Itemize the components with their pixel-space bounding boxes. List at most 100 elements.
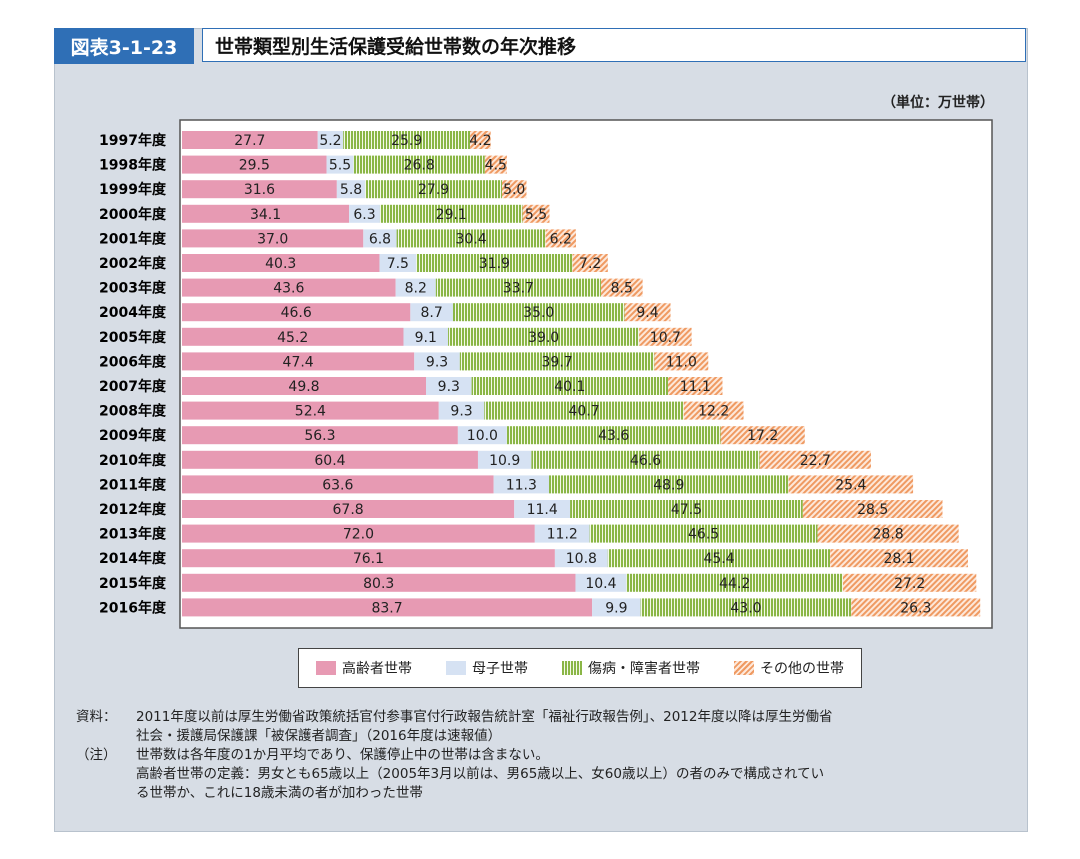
value-label: 31.9: [479, 256, 510, 272]
bar-segment-sick-disabled: [640, 598, 852, 617]
value-label: 17.2: [747, 428, 778, 444]
value-label: 47.5: [671, 502, 702, 518]
bar-segment-elderly: [182, 180, 337, 199]
legend-swatch-single-mother: [446, 661, 466, 675]
value-label: 9.3: [438, 379, 460, 395]
bar-segment-single-mother: [554, 549, 608, 568]
value-label: 4.5: [485, 158, 507, 174]
value-label: 6.3: [353, 207, 375, 223]
y-tick-label: 2003年度: [99, 280, 167, 297]
note-line-1: 世帯数は各年度の1か月平均であり、保護停止中の世帯は含まない。: [136, 747, 549, 763]
bar-segment-other: [522, 204, 550, 223]
y-tick-label: 2005年度: [99, 329, 167, 346]
bar-segment-elderly: [182, 303, 411, 322]
legend-label-sick-disabled: 傷病・障害者世帯: [588, 661, 700, 677]
value-label: 11.3: [506, 477, 537, 493]
value-label: 10.7: [650, 330, 681, 346]
value-label: 26.3: [900, 600, 931, 616]
value-label: 83.7: [371, 600, 402, 616]
value-label: 76.1: [353, 551, 384, 567]
value-label: 5.0: [503, 182, 525, 198]
bar-segment-single-mother: [336, 180, 366, 199]
value-label: 9.3: [450, 404, 472, 420]
value-label: 8.7: [421, 305, 443, 321]
bar-segment-sick-disabled: [452, 303, 625, 322]
bar-segment-single-mother: [426, 377, 472, 395]
legend-swatch-elderly: [316, 661, 336, 675]
bar-segment-sick-disabled: [484, 401, 684, 420]
value-label: 11.2: [547, 527, 578, 543]
y-tick-label: 2001年度: [99, 230, 167, 247]
legend-item-elderly: 高齢者世帯: [316, 658, 412, 678]
bar-segment-other: [668, 377, 723, 395]
bar-segment-sick-disabled: [416, 254, 573, 272]
bar-segment-other: [802, 500, 943, 518]
bar-segment-single-mother: [410, 303, 453, 322]
bar-segment-sick-disabled: [626, 573, 844, 592]
bar-segment-single-mother: [477, 450, 532, 469]
value-label: 67.8: [333, 502, 364, 518]
value-label: 39.0: [528, 330, 559, 346]
value-label: 7.5: [387, 256, 409, 272]
y-tick-label: 2007年度: [99, 378, 167, 395]
bar-segment-elderly: [182, 475, 494, 494]
value-label: 6.2: [550, 231, 572, 247]
bar-segment-other: [654, 352, 709, 371]
unit-label: （単位：万世帯）: [882, 95, 994, 111]
bar-segment-elderly: [182, 278, 396, 297]
bar-segment-sick-disabled: [549, 475, 789, 494]
y-tick-label: 2011年度: [99, 476, 167, 493]
value-label: 45.2: [277, 330, 308, 346]
value-label: 27.7: [234, 133, 265, 149]
y-tick-label: 2015年度: [99, 575, 167, 592]
bar-segment-other: [817, 524, 959, 543]
value-label: 30.4: [456, 231, 487, 247]
bar-segment-elderly: [182, 352, 415, 371]
source-row: 資料： 2011年度以前は厚生労働省政策統括官付参事官付行政報告統計室「福祉行政…: [76, 708, 1016, 727]
value-label: 63.6: [322, 477, 353, 493]
bar-segment-single-mother: [438, 401, 485, 420]
value-label: 40.7: [568, 404, 599, 420]
y-tick-label: 2016年度: [99, 599, 167, 616]
bars-group: [182, 131, 981, 617]
bar-segment-other: [788, 475, 914, 494]
bar-segment-sick-disabled: [365, 180, 502, 199]
bar-segment-single-mother: [379, 254, 417, 272]
value-label: 44.2: [719, 576, 750, 592]
bar-segment-other: [830, 549, 968, 568]
figure-title: 世帯類型別生活保護受給世帯数の年次推移: [202, 28, 1026, 62]
note-row: （注） 世帯数は各年度の1か月平均であり、保護停止中の世帯は含まない。: [76, 746, 1016, 765]
y-tick-label: 2009年度: [99, 427, 167, 444]
bar-segment-other: [624, 303, 671, 322]
bar-segment-other: [600, 278, 643, 297]
bar-segment-sick-disabled: [471, 377, 669, 395]
value-label: 11.1: [680, 379, 711, 395]
value-label: 48.9: [653, 477, 684, 493]
value-label: 40.3: [265, 256, 296, 272]
source-line-2: 社会・援護局保護課「被保護者調査」（2016年度は速報値）: [136, 728, 502, 744]
bar-segment-other: [501, 180, 527, 199]
bar-segment-other: [484, 155, 507, 174]
bar-segment-single-mother: [349, 204, 380, 223]
bar-segment-single-mother: [575, 573, 627, 592]
value-label: 33.7: [503, 281, 534, 297]
bar-segment-sick-disabled: [570, 500, 803, 518]
value-label: 29.1: [436, 207, 467, 223]
bar-segment-sick-disabled: [607, 549, 831, 568]
y-tick-label: 2010年度: [99, 452, 167, 469]
value-label: 8.2: [405, 281, 427, 297]
note-line-3: る世帯か、これに18歳未満の者が加わった世帯: [136, 785, 423, 801]
value-label: 25.4: [835, 477, 866, 493]
bar-segment-elderly: [182, 377, 427, 395]
bar-segment-elderly: [182, 598, 593, 617]
notes-block: 資料： 2011年度以前は厚生労働省政策統括官付参事官付行政報告統計室「福祉行政…: [76, 708, 1016, 803]
bar-segment-sick-disabled: [435, 278, 601, 297]
bar-segment-other: [843, 573, 977, 592]
value-label: 10.9: [489, 453, 520, 469]
value-label: 43.0: [730, 600, 761, 616]
stacked-bar-chart: 1997年度 1998年度 1999年度 2000年度 2001年度 2002年度 2003…: [99, 119, 993, 629]
value-label: 27.9: [418, 182, 449, 198]
legend-label-other: その他の世帯: [760, 661, 844, 677]
value-label: 80.3: [363, 576, 394, 592]
value-label: 45.4: [703, 551, 734, 567]
